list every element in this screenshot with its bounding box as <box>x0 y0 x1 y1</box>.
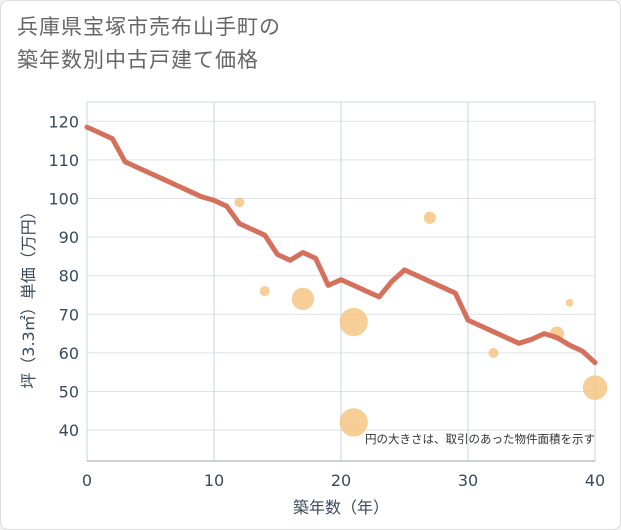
transaction-bubble <box>291 287 315 311</box>
transaction-bubble <box>339 307 368 337</box>
y-tick-label: 100 <box>48 190 79 209</box>
bubble-size-note: 円の大きさは、取引のあった物件面積を示す <box>365 432 595 446</box>
y-tick-label: 120 <box>48 112 79 131</box>
y-tick-label: 90 <box>59 228 79 247</box>
chart-title: 兵庫県宝塚市売布山手町の 築年数別中古戸建て価格 <box>17 11 281 77</box>
transaction-bubble <box>488 347 499 358</box>
transaction-bubble <box>234 197 245 208</box>
x-axis-title: 築年数（年） <box>293 498 389 517</box>
y-tick-label: 40 <box>59 421 79 440</box>
x-tick-label: 40 <box>585 471 605 490</box>
transaction-bubble <box>423 211 437 224</box>
y-tick-label: 70 <box>59 305 79 324</box>
y-tick-label: 80 <box>59 267 79 286</box>
transaction-bubble <box>565 298 574 307</box>
average-price-line <box>84 124 598 366</box>
chart-title-line-1: 兵庫県宝塚市売布山手町の <box>17 15 281 39</box>
transaction-bubble <box>259 286 270 297</box>
chart-title-line-2: 築年数別中古戸建て価格 <box>17 48 259 72</box>
y-tick-label: 50 <box>59 383 79 402</box>
x-tick-label: 30 <box>458 471 478 490</box>
y-tick-label: 110 <box>48 151 79 170</box>
x-tick-label: 0 <box>82 471 92 490</box>
transaction-bubble <box>339 408 368 437</box>
transaction-bubble <box>582 375 608 400</box>
x-tick-label: 10 <box>204 471 224 490</box>
y-axis-title: 坪（3.3㎡）単価（万円） <box>19 203 38 388</box>
x-tick-label: 20 <box>331 471 351 490</box>
y-tick-label: 60 <box>59 344 79 363</box>
